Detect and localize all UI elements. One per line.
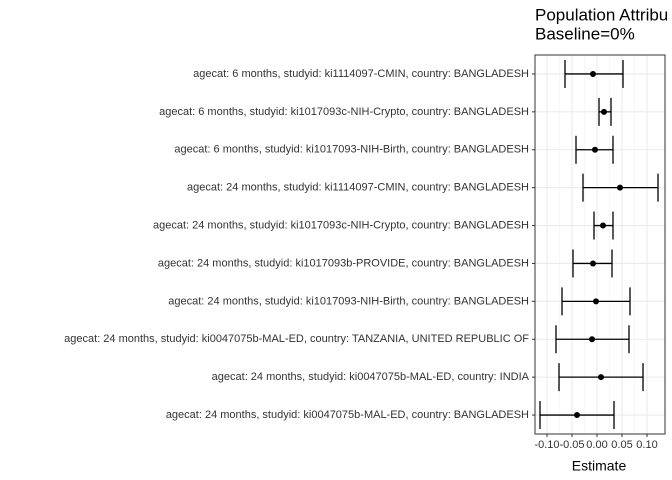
y-tick-label: agecat: 24 months, studyid: ki0047075b-M… bbox=[64, 333, 529, 345]
point bbox=[592, 146, 598, 153]
y-tick-label: agecat: 24 months, studyid: ki1114097-CM… bbox=[187, 182, 529, 194]
y-tick-label: agecat: 24 months, studyid: ki0047075b-M… bbox=[166, 409, 529, 421]
point bbox=[617, 184, 623, 191]
point bbox=[593, 298, 599, 305]
point bbox=[574, 412, 580, 419]
y-tick-label: agecat: 6 months, studyid: ki1114097-CMI… bbox=[193, 68, 529, 80]
y-tick-label: agecat: 24 months, studyid: ki1017093b-P… bbox=[158, 257, 529, 269]
point bbox=[590, 260, 596, 267]
x-tick-label: 0.05 bbox=[611, 439, 632, 451]
chart-title: Population Attribu bbox=[535, 5, 668, 24]
point bbox=[601, 108, 607, 115]
point bbox=[589, 336, 595, 343]
point bbox=[590, 70, 596, 77]
x-tick-label: -0.10 bbox=[534, 439, 559, 451]
y-tick-label: agecat: 24 months, studyid: ki1017093c-N… bbox=[153, 219, 529, 231]
point bbox=[600, 222, 606, 229]
panel-border bbox=[534, 54, 666, 435]
y-tick-label: agecat: 6 months, studyid: ki1017093c-NI… bbox=[159, 106, 529, 118]
x-tick-label: 0.10 bbox=[636, 439, 657, 451]
y-tick-label: agecat: 6 months, studyid: ki1017093-NIH… bbox=[174, 144, 529, 156]
x-axis-title: Estimate bbox=[572, 458, 627, 474]
x-tick-label: -0.05 bbox=[559, 439, 584, 451]
x-tick-label: 0.00 bbox=[586, 439, 607, 451]
chart-subtitle: Baseline=0% bbox=[535, 24, 635, 43]
y-tick-label: agecat: 24 months, studyid: ki0047075b-M… bbox=[212, 371, 530, 383]
y-tick-label: agecat: 24 months, studyid: ki1017093-NI… bbox=[168, 295, 529, 307]
point bbox=[598, 374, 604, 381]
